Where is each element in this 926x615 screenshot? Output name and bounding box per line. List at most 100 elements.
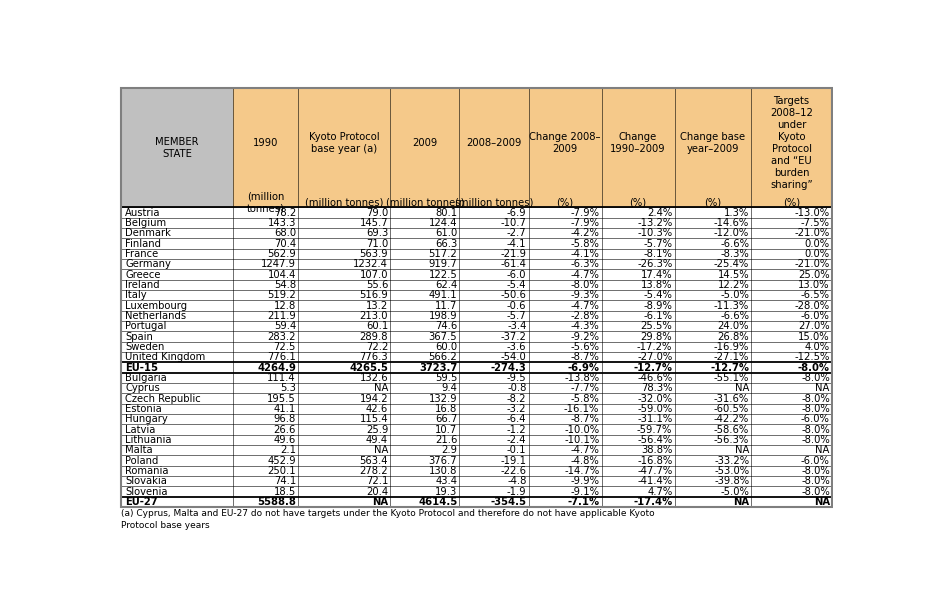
Text: 72.2: 72.2 [366, 342, 388, 352]
Text: 43.4: 43.4 [435, 476, 457, 486]
Text: Hungary: Hungary [125, 415, 168, 424]
Bar [121, 424, 832, 435]
Bar [121, 414, 832, 424]
Text: -61.4: -61.4 [501, 260, 526, 269]
Text: Slovenia: Slovenia [125, 486, 168, 496]
Text: -12.7%: -12.7% [710, 363, 749, 373]
Text: Estonia: Estonia [125, 404, 162, 414]
Text: 20.4: 20.4 [366, 486, 388, 496]
Text: Romania: Romania [125, 466, 169, 476]
Text: 194.2: 194.2 [359, 394, 388, 403]
Text: 41.1: 41.1 [274, 404, 296, 414]
Bar [121, 218, 832, 228]
Bar [121, 342, 832, 352]
Text: -41.4%: -41.4% [637, 476, 672, 486]
Text: -8.0%: -8.0% [801, 394, 830, 403]
Text: Netherlands: Netherlands [125, 311, 186, 321]
Text: -17.2%: -17.2% [637, 342, 672, 352]
Text: 289.8: 289.8 [359, 331, 388, 341]
Text: 2.4%: 2.4% [647, 208, 672, 218]
Text: 776.1: 776.1 [268, 352, 296, 362]
Text: -6.3%: -6.3% [570, 260, 599, 269]
Text: -10.0%: -10.0% [564, 424, 599, 435]
Bar [121, 456, 832, 466]
Text: 11.7: 11.7 [435, 301, 457, 311]
Text: -8.0%: -8.0% [801, 404, 830, 414]
Text: 10.7: 10.7 [435, 424, 457, 435]
Text: -16.8%: -16.8% [637, 456, 672, 466]
Text: -7.9%: -7.9% [570, 218, 599, 228]
Text: 104.4: 104.4 [268, 269, 296, 280]
Text: 96.8: 96.8 [274, 415, 296, 424]
Text: Greece: Greece [125, 269, 160, 280]
Text: Denmark: Denmark [125, 228, 171, 238]
Text: -8.7%: -8.7% [570, 415, 599, 424]
Bar [121, 383, 832, 394]
Text: 9.4: 9.4 [442, 383, 457, 393]
Text: -8.0%: -8.0% [801, 486, 830, 496]
Text: 18.5: 18.5 [274, 486, 296, 496]
Text: -56.3%: -56.3% [714, 435, 749, 445]
Bar [391, 88, 459, 207]
Bar [121, 394, 832, 404]
Text: -39.8%: -39.8% [714, 476, 749, 486]
Bar [121, 280, 832, 290]
Text: -6.6%: -6.6% [720, 239, 749, 248]
Text: 12.2%: 12.2% [718, 280, 749, 290]
Text: 59.4: 59.4 [274, 321, 296, 331]
Text: -54.0: -54.0 [501, 352, 526, 362]
Text: NA: NA [814, 497, 830, 507]
Text: -6.4: -6.4 [507, 415, 526, 424]
Text: 143.3: 143.3 [268, 218, 296, 228]
Text: -3.4: -3.4 [507, 321, 526, 331]
Text: -5.7: -5.7 [507, 311, 526, 321]
Bar [121, 239, 832, 249]
Text: -60.5%: -60.5% [714, 404, 749, 414]
Text: (%): (%) [630, 198, 646, 208]
Text: 213.0: 213.0 [359, 311, 388, 321]
Text: -4.1%: -4.1% [570, 249, 599, 259]
Bar [121, 259, 832, 269]
Text: EU-15: EU-15 [125, 363, 158, 373]
Text: -27.1%: -27.1% [714, 352, 749, 362]
Text: (million tonnes): (million tonnes) [386, 198, 464, 208]
Text: -6.1%: -6.1% [644, 311, 672, 321]
Text: -5.8%: -5.8% [570, 239, 599, 248]
Text: France: France [125, 249, 158, 259]
Text: 19.3: 19.3 [435, 486, 457, 496]
Text: -42.2%: -42.2% [714, 415, 749, 424]
Text: 69.3: 69.3 [366, 228, 388, 238]
Text: -6.9%: -6.9% [568, 363, 599, 373]
Text: 1232.4: 1232.4 [354, 260, 388, 269]
Text: -22.6: -22.6 [500, 466, 526, 476]
Text: 42.6: 42.6 [366, 404, 388, 414]
Text: -8.0%: -8.0% [570, 280, 599, 290]
Text: 13.2: 13.2 [366, 301, 388, 311]
Text: 566.2: 566.2 [429, 352, 457, 362]
Text: -2.7: -2.7 [507, 228, 526, 238]
Text: -7.7%: -7.7% [570, 383, 599, 393]
Text: NA: NA [733, 497, 749, 507]
Text: 60.1: 60.1 [366, 321, 388, 331]
Text: 60.0: 60.0 [435, 342, 457, 352]
Text: (million tonnes): (million tonnes) [305, 198, 383, 208]
Text: -32.0%: -32.0% [637, 394, 672, 403]
Text: 55.6: 55.6 [366, 280, 388, 290]
Text: -4.8: -4.8 [507, 476, 526, 486]
Text: 26.6: 26.6 [273, 424, 296, 435]
Text: 61.0: 61.0 [435, 228, 457, 238]
Text: -59.7%: -59.7% [637, 424, 672, 435]
Text: -4.8%: -4.8% [570, 456, 599, 466]
Text: -8.0%: -8.0% [798, 363, 830, 373]
Text: -8.9%: -8.9% [644, 301, 672, 311]
Bar [121, 290, 832, 301]
Text: 17.4%: 17.4% [641, 269, 672, 280]
Text: -21.0%: -21.0% [795, 260, 830, 269]
Text: 5.3: 5.3 [281, 383, 296, 393]
Text: -13.2%: -13.2% [637, 218, 672, 228]
Text: 12.8: 12.8 [274, 301, 296, 311]
Text: 2.1: 2.1 [280, 445, 296, 455]
Text: -9.9%: -9.9% [570, 476, 599, 486]
Text: -46.6%: -46.6% [637, 373, 672, 383]
Text: 4.0%: 4.0% [805, 342, 830, 352]
